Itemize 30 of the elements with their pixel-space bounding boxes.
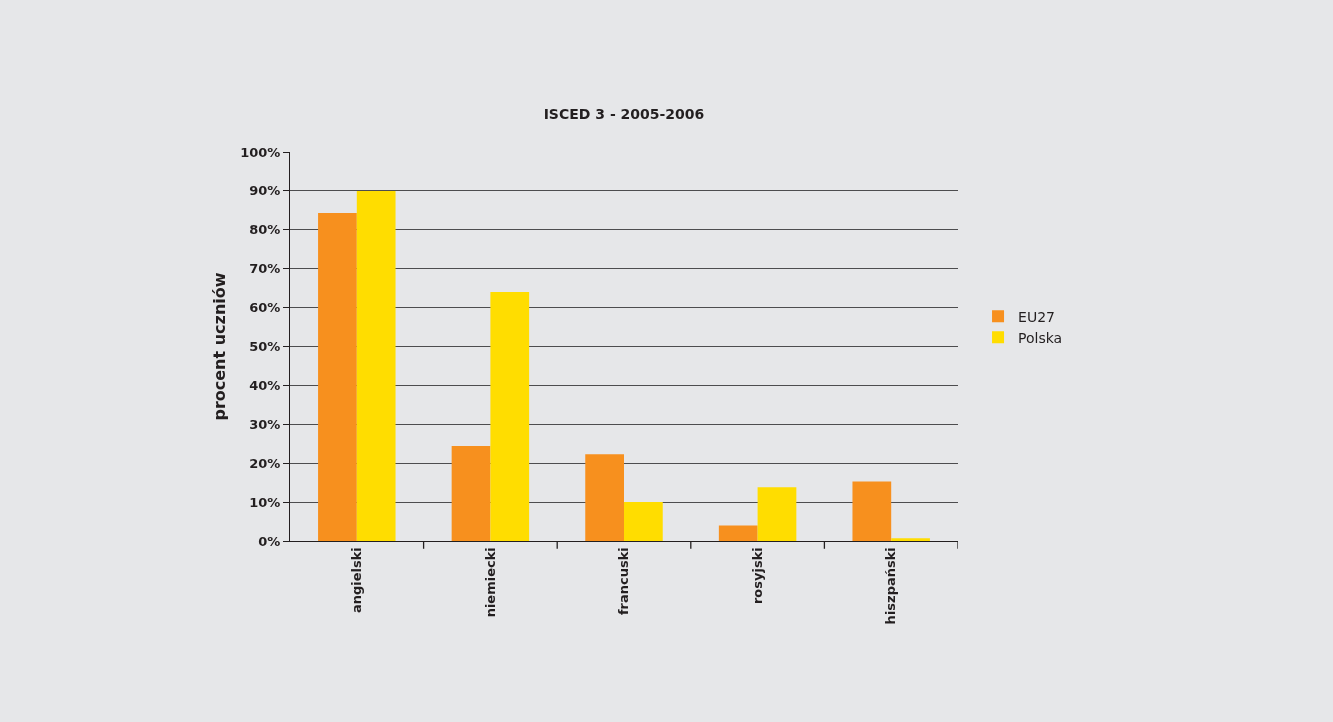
y-tick-label: 0% (258, 533, 281, 549)
y-tick-label: 100% (240, 144, 281, 160)
bar (718, 525, 758, 541)
chart-title: ISCED 3 - 2005-2006 (543, 106, 705, 123)
bar (624, 502, 663, 541)
y-tick-label: 60% (249, 300, 281, 316)
y-tick-label: 10% (249, 494, 281, 510)
legend-label: Polska (1018, 329, 1063, 346)
y-tick-label: 90% (249, 183, 281, 199)
x-tick-label: francuski (616, 547, 632, 616)
x-tick-label: niemiecki (482, 547, 498, 618)
y-tick-label: 80% (249, 222, 281, 238)
bar (490, 292, 530, 541)
legend-label: EU27 (1018, 308, 1055, 325)
bar (852, 481, 892, 541)
y-tick-label: 30% (249, 416, 281, 432)
bar (891, 538, 930, 541)
bar (451, 446, 491, 541)
x-tick-label: hiszpański (883, 547, 899, 625)
bar (356, 190, 396, 541)
y-axis-title: procent uczniów (210, 272, 230, 421)
bar (585, 454, 624, 541)
y-tick-label: 40% (249, 377, 281, 393)
x-tick-label: rosyjski (749, 547, 765, 605)
y-tick-label: 50% (249, 339, 281, 355)
bar (318, 213, 357, 541)
y-tick-label: 70% (249, 261, 281, 277)
y-tick-label: 20% (249, 455, 281, 471)
bar (757, 487, 797, 541)
x-tick-label: angielski (349, 547, 365, 614)
